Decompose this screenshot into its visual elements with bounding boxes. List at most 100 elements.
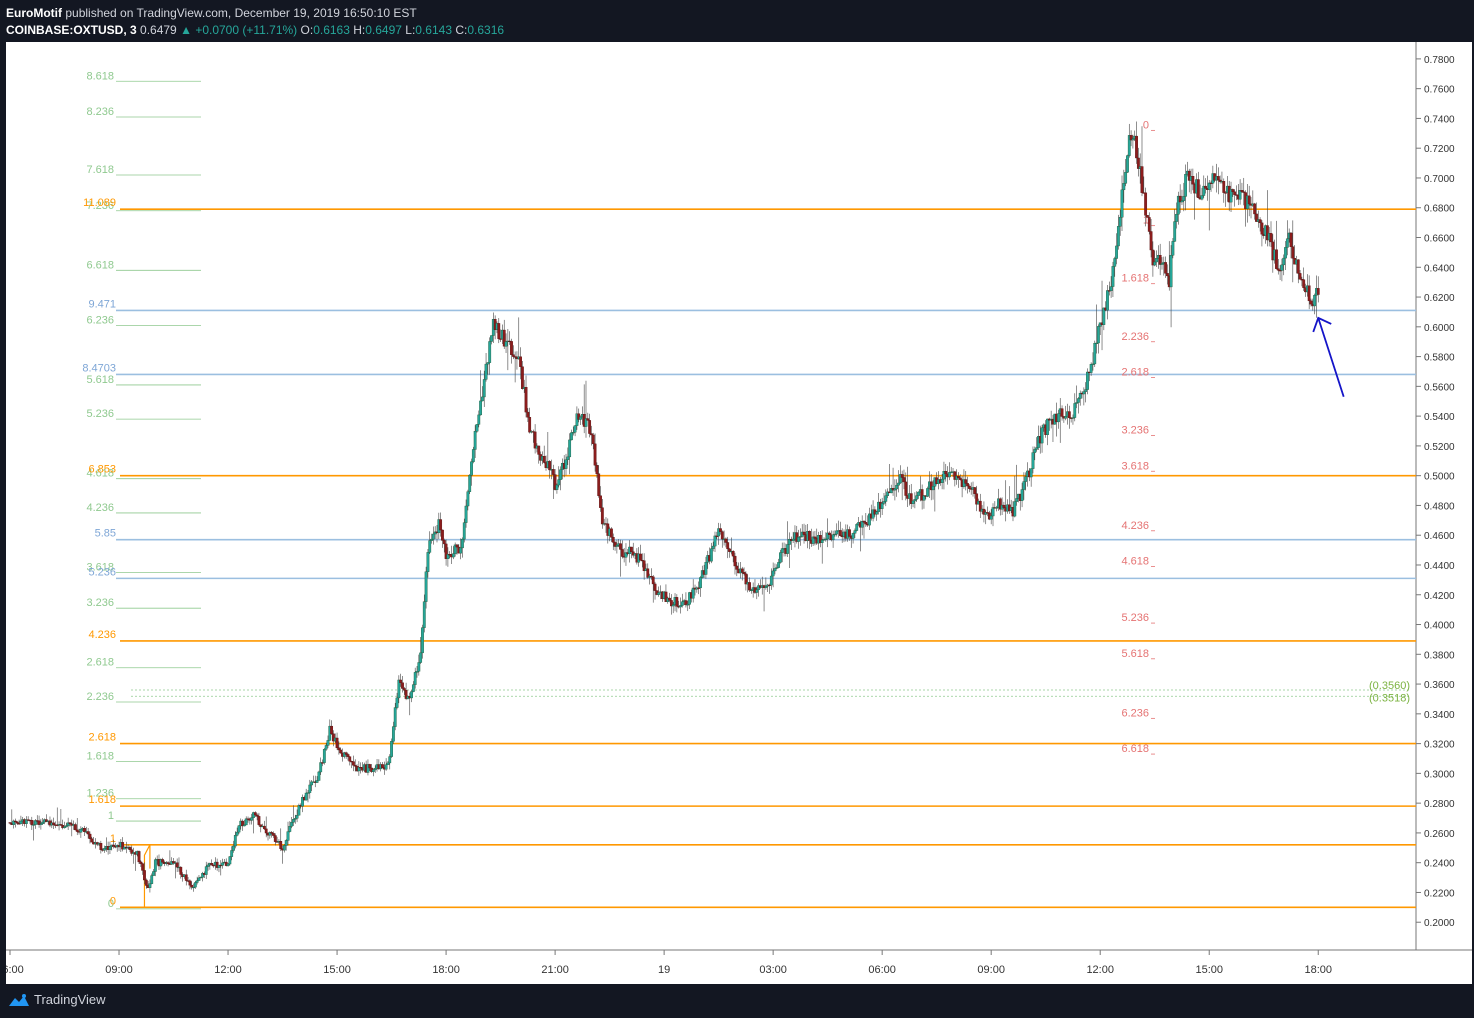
candle-body bbox=[166, 862, 170, 864]
candle-body bbox=[1024, 476, 1028, 482]
orange-level-label: 1.618 bbox=[88, 794, 116, 806]
candle-body bbox=[279, 841, 283, 849]
candle-body bbox=[669, 600, 673, 607]
candle-body bbox=[1118, 217, 1122, 227]
candle-body bbox=[1153, 261, 1157, 266]
candle-body bbox=[808, 531, 811, 541]
candle-body bbox=[148, 883, 152, 888]
candle-body bbox=[555, 484, 559, 490]
tradingview-logo-icon[interactable] bbox=[8, 993, 30, 1009]
red-fib-label: 2.618 bbox=[1121, 366, 1149, 378]
candle-body bbox=[564, 459, 568, 469]
candle-body bbox=[591, 434, 595, 445]
candle-body bbox=[315, 780, 319, 783]
price-tick-label: 0.4000 bbox=[1424, 621, 1455, 632]
green-fib-label: 8.236 bbox=[86, 106, 114, 118]
candle-body bbox=[1298, 273, 1302, 280]
candle-body bbox=[1178, 195, 1182, 203]
candle-body bbox=[897, 482, 900, 486]
candle-body bbox=[1204, 185, 1207, 189]
candle-body bbox=[848, 529, 851, 537]
candle-body bbox=[108, 846, 112, 850]
open-label: O: bbox=[300, 23, 314, 37]
annotation-arrow[interactable] bbox=[1317, 317, 1345, 398]
candle-body bbox=[335, 737, 339, 749]
candle-body bbox=[717, 528, 721, 537]
candle-body bbox=[735, 565, 739, 570]
candle-body bbox=[128, 847, 132, 850]
candle-body bbox=[143, 870, 146, 881]
candle-body bbox=[292, 819, 295, 823]
candle-body bbox=[1187, 170, 1191, 181]
candle-body bbox=[697, 587, 701, 589]
candle-body bbox=[297, 805, 301, 816]
candle-body bbox=[1255, 213, 1258, 222]
candle-body bbox=[415, 671, 419, 673]
candle-body bbox=[1106, 290, 1109, 311]
candle-body bbox=[786, 544, 790, 554]
red-fib-label: 0 bbox=[1143, 119, 1149, 131]
candle-body bbox=[780, 548, 784, 553]
candle-body bbox=[201, 873, 205, 878]
candle-body bbox=[144, 879, 148, 886]
candle-body bbox=[542, 456, 546, 463]
price-tick-label: 0.3600 bbox=[1424, 680, 1455, 691]
candle-body bbox=[8, 822, 12, 824]
candle-body bbox=[195, 880, 199, 883]
price-tick-label: 0.5400 bbox=[1424, 412, 1455, 423]
candle-body bbox=[724, 538, 728, 543]
candle-body bbox=[709, 548, 713, 562]
symbol-name[interactable]: COINBASE:OXTUSD, 3 bbox=[6, 23, 137, 37]
price-tick-label: 0.4200 bbox=[1424, 591, 1455, 602]
candle-body bbox=[1171, 241, 1175, 256]
time-tick-label: 03:00 bbox=[759, 964, 787, 976]
candle-body bbox=[130, 849, 134, 854]
candle-body bbox=[235, 831, 239, 836]
candle-body bbox=[1296, 259, 1300, 274]
candle-body bbox=[39, 823, 43, 825]
candle-body bbox=[410, 691, 413, 699]
candle-body bbox=[1124, 172, 1128, 184]
candle-body bbox=[152, 871, 155, 876]
candle-body bbox=[1164, 262, 1168, 274]
author-name[interactable]: EuroMotif bbox=[6, 6, 62, 20]
candle-body bbox=[1285, 238, 1289, 248]
candle-body bbox=[430, 538, 433, 541]
candle-body bbox=[464, 505, 468, 523]
candle-body bbox=[217, 864, 221, 868]
price-chart[interactable]: 0.7800 0.7600 0.7400 0.7200 0.7000 0.6800 0.66… bbox=[6, 42, 1472, 984]
candle-body bbox=[75, 829, 79, 832]
candle-body bbox=[820, 539, 824, 543]
candle-body bbox=[232, 845, 235, 851]
candle-body bbox=[479, 400, 483, 416]
candle-body bbox=[184, 874, 188, 881]
candle-body bbox=[984, 512, 988, 515]
chart-area[interactable]: 0.7800 0.7600 0.7400 0.7200 0.7000 0.6800 0.66… bbox=[6, 42, 1472, 984]
candle-body bbox=[419, 652, 423, 663]
price-tick-label: 0.5800 bbox=[1424, 353, 1455, 364]
candle-body bbox=[193, 882, 197, 888]
candle-body bbox=[998, 498, 1002, 510]
candle-body bbox=[940, 478, 944, 483]
candle-body bbox=[684, 600, 688, 606]
price-tick-label: 0.5600 bbox=[1424, 382, 1455, 393]
candle-body bbox=[720, 531, 724, 540]
price-tick-label: 0.2000 bbox=[1424, 918, 1455, 929]
candle-body bbox=[1120, 189, 1124, 218]
candle-body bbox=[68, 822, 72, 825]
candle-body bbox=[831, 534, 835, 541]
tradingview-brand[interactable]: TradingView bbox=[34, 992, 106, 1007]
candle-body bbox=[798, 536, 802, 538]
price-tick-label: 0.3800 bbox=[1424, 650, 1455, 661]
candle-body bbox=[773, 568, 777, 572]
candle-body bbox=[880, 503, 884, 509]
candle-body bbox=[982, 508, 986, 515]
candle-body bbox=[619, 543, 622, 550]
candle-body bbox=[1029, 468, 1033, 478]
candle-body bbox=[1089, 364, 1093, 373]
candle-body bbox=[920, 489, 924, 501]
candle-body bbox=[902, 477, 906, 483]
candle-body bbox=[179, 866, 183, 875]
candle-body bbox=[711, 545, 715, 549]
candle-body bbox=[929, 481, 933, 491]
